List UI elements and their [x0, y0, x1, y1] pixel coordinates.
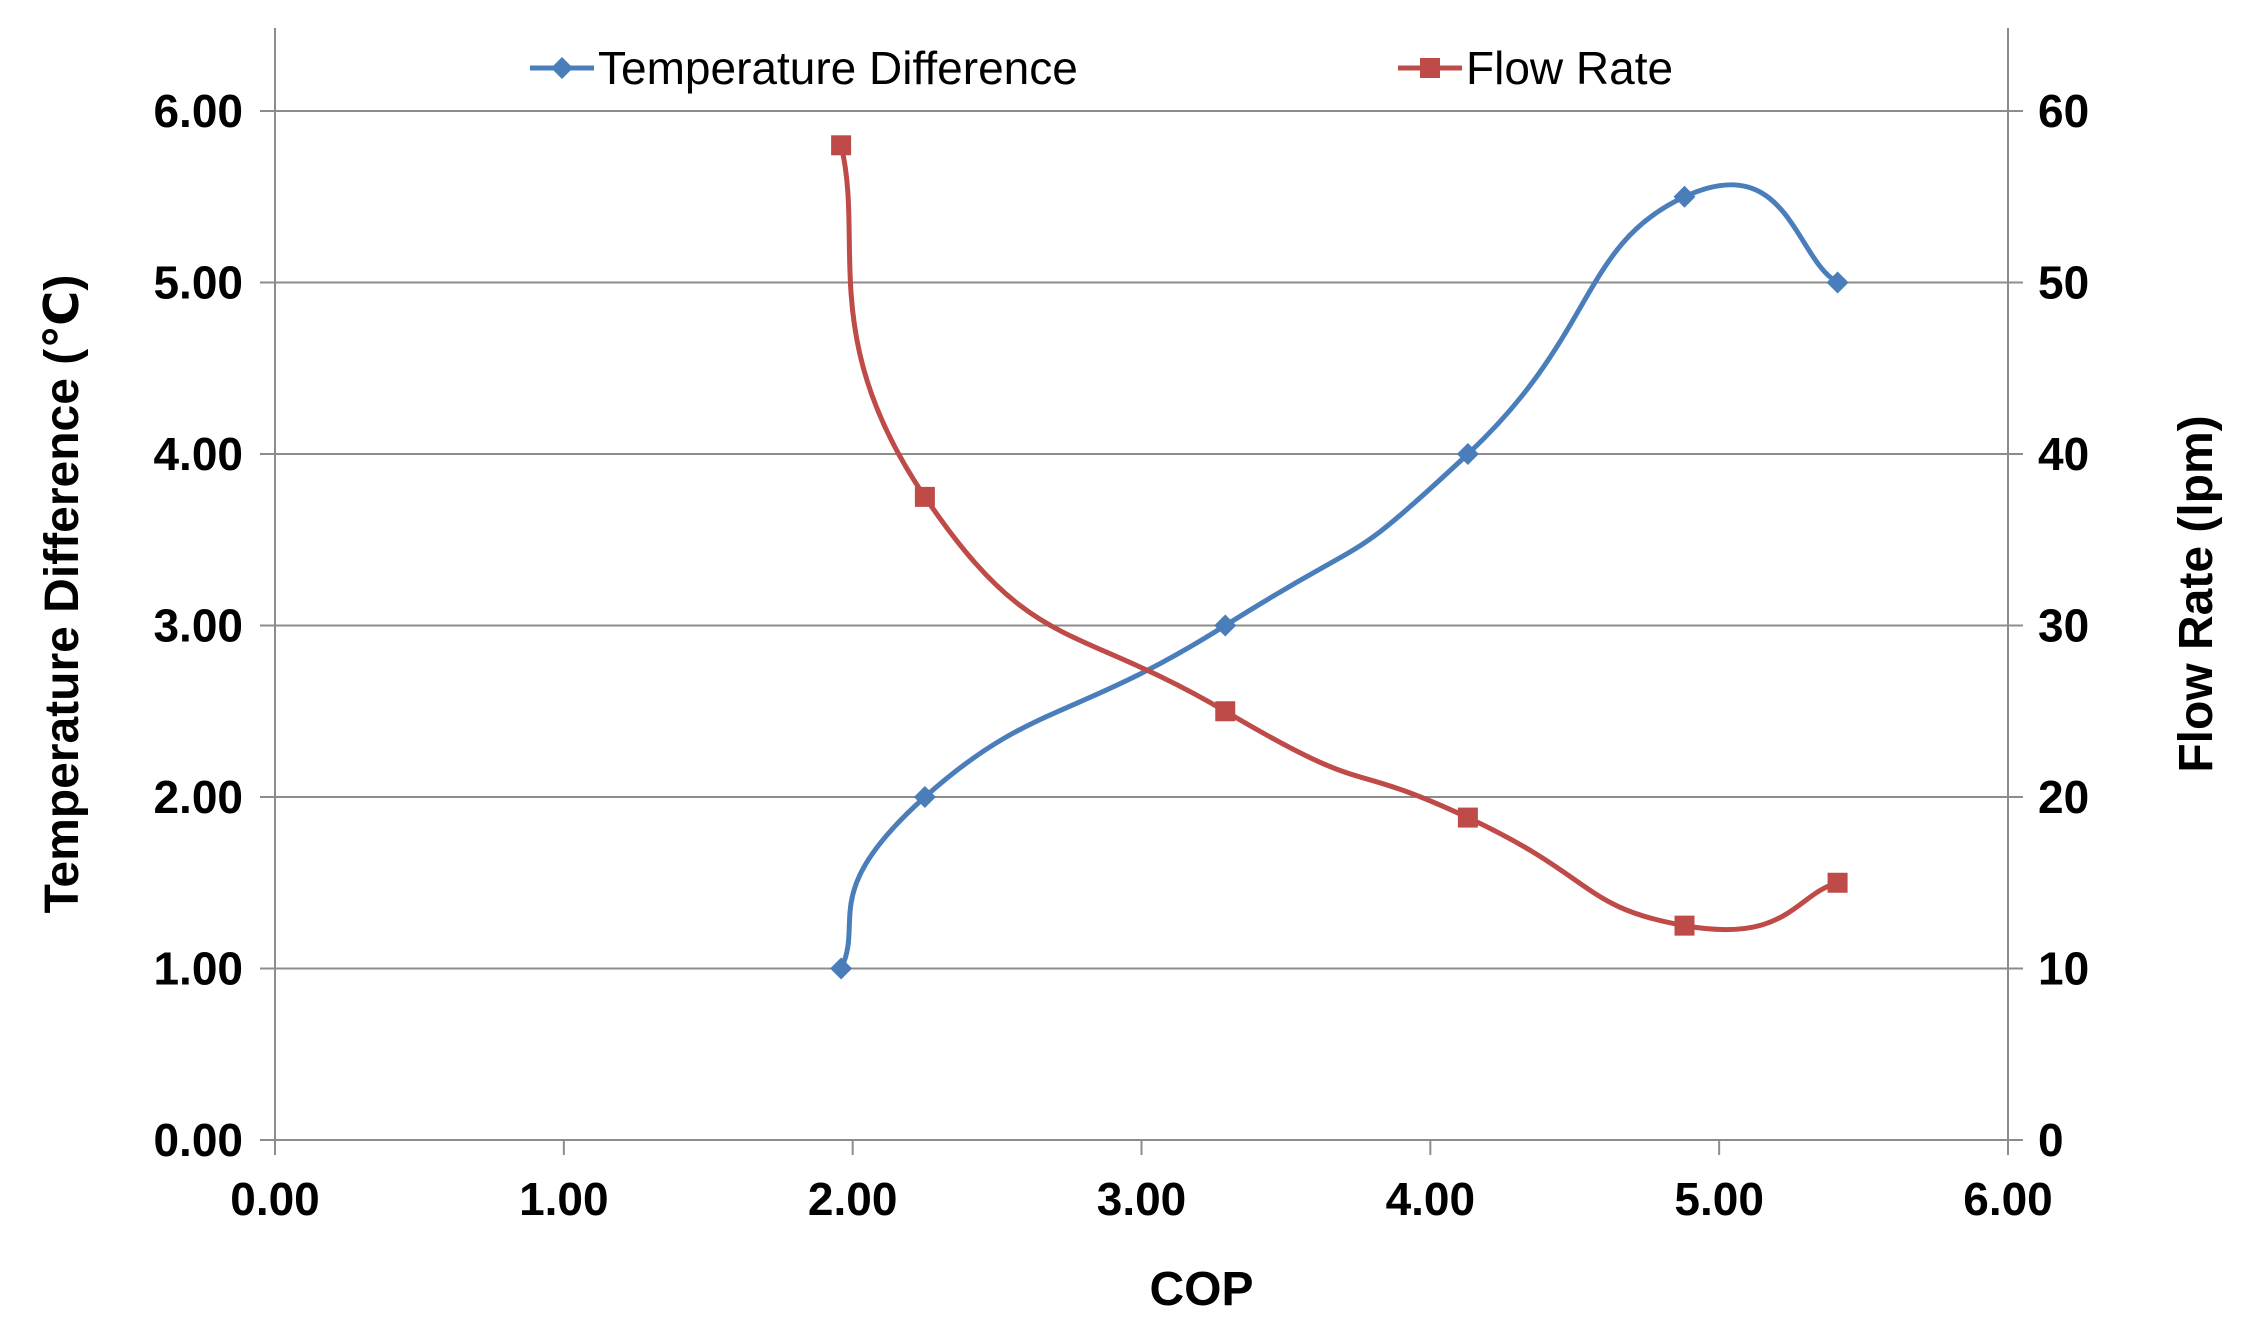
- flow-rate-point-3: [1457, 807, 1478, 828]
- legend: Temperature Difference Flow Rate: [530, 42, 1673, 94]
- y-tick-label: 3.00: [153, 600, 243, 652]
- y2-tick-label: 50: [2038, 257, 2089, 309]
- legend-label-temperature-difference: Temperature Difference: [598, 42, 1078, 94]
- x-axis-title: COP: [1149, 1263, 1253, 1316]
- y-tick-label: 1.00: [153, 943, 243, 995]
- y-axis-title: Temperature Difference (℃): [36, 275, 89, 914]
- axis-layer: [260, 28, 2023, 1155]
- x-tick-label: 2.00: [808, 1173, 898, 1225]
- x-tick-label: 0.00: [230, 1173, 320, 1225]
- temperature-difference-point-2: [1214, 614, 1237, 637]
- series-line-flow-rate: [838, 142, 1841, 933]
- y-tick-label: 4.00: [153, 428, 243, 480]
- temperature-difference-point-3: [1456, 443, 1479, 465]
- flow-rate-point-0: [831, 135, 852, 156]
- y-tick-label: 5.00: [153, 257, 243, 309]
- y2-tick-label: 10: [2038, 943, 2089, 995]
- y2-tick-label: 40: [2038, 428, 2089, 480]
- temperature-difference-point-5: [1826, 271, 1849, 294]
- flow-rate-point-1: [914, 486, 935, 507]
- y-tick-label: 0.00: [153, 1114, 243, 1166]
- y2-tick-label: 20: [2038, 771, 2089, 823]
- flow-rate-point-2: [1215, 701, 1236, 722]
- y-tick-label: 6.00: [153, 85, 243, 137]
- x-tick-label: 6.00: [1963, 1173, 2053, 1225]
- x-tick-label: 1.00: [519, 1173, 609, 1225]
- temperature-difference-point-0: [830, 957, 853, 980]
- legend-label-flow-rate: Flow Rate: [1466, 42, 1673, 94]
- y2-tick-label: 60: [2038, 85, 2089, 137]
- legend-marker-1: [1420, 58, 1440, 78]
- y2-tick-label: 0: [2038, 1114, 2064, 1166]
- temperature-difference-point-1: [913, 786, 936, 808]
- y-tick-label: 2.00: [153, 771, 243, 823]
- x-tick-label: 3.00: [1097, 1173, 1187, 1225]
- x-tick-label: 4.00: [1386, 1173, 1476, 1225]
- temperature-difference-point-4: [1673, 185, 1696, 208]
- y2-tick-label: 30: [2038, 600, 2089, 652]
- series-layer: [830, 135, 1849, 980]
- y2-axis-title: Flow Rate (lpm): [2170, 415, 2223, 772]
- flow-rate-point-5: [1827, 872, 1848, 893]
- grid-layer: [275, 110, 2008, 970]
- flow-rate-point-4: [1674, 915, 1695, 936]
- legend-marker-0: [551, 57, 573, 79]
- label-layer: 0.00 1.00 2.00 3.00 4.00 5.00 6.00 0 10 20 30 40 50 6…: [36, 85, 2223, 1316]
- x-tick-label: 5.00: [1674, 1173, 1764, 1225]
